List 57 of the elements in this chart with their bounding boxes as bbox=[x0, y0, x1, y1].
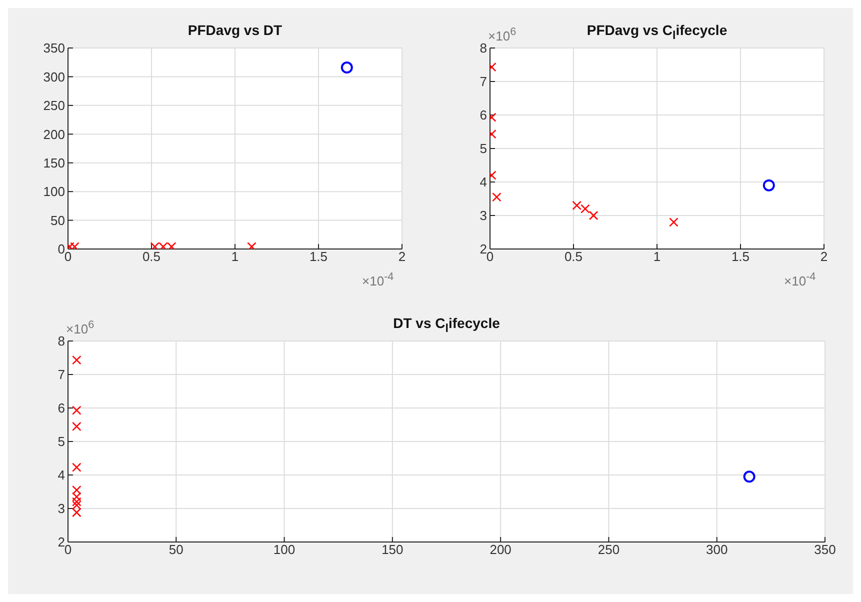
point bbox=[72, 462, 82, 472]
y-tick-label: 100 bbox=[43, 184, 65, 200]
point bbox=[762, 179, 775, 192]
point bbox=[72, 422, 82, 432]
y-tick-label: 6 bbox=[480, 108, 487, 123]
y-axis-title: ×10$^{6}$ bbox=[66, 319, 94, 336]
x-tick-label: 100 bbox=[273, 542, 296, 558]
x-tick-label: 2 bbox=[398, 249, 406, 264]
point bbox=[72, 500, 82, 510]
y-tick-label: 300 bbox=[43, 69, 65, 84]
x-tick-label: 50 bbox=[168, 542, 184, 558]
chart-title: PFDavg vs C$_{l}$ifecycle bbox=[586, 22, 728, 42]
point bbox=[72, 492, 82, 502]
y-tick-label: 150 bbox=[43, 155, 65, 170]
x-tick-label: 350 bbox=[814, 542, 836, 558]
y-tick-label: 4 bbox=[480, 174, 487, 190]
point bbox=[588, 210, 598, 220]
x-tick-label: 1.5 bbox=[309, 249, 328, 264]
x-tick-label: 200 bbox=[490, 542, 512, 558]
x-tick-label: 2 bbox=[820, 249, 828, 264]
point bbox=[72, 406, 82, 415]
point bbox=[669, 218, 678, 227]
point bbox=[580, 204, 590, 214]
y-tick-label: 8 bbox=[58, 334, 65, 349]
point bbox=[72, 355, 82, 365]
point bbox=[492, 192, 502, 202]
x-tick-label: 1 bbox=[653, 249, 661, 264]
y-axis-title: ×10$^{6}$ bbox=[488, 26, 516, 44]
point bbox=[572, 200, 582, 210]
x-axis-title: ×10$^{-4}$ bbox=[784, 271, 816, 288]
y-tick-label: 4 bbox=[58, 468, 65, 483]
y-tick-label: 5 bbox=[58, 434, 65, 450]
chart-title: DT vs C$_{l}$ifecycle bbox=[393, 315, 500, 335]
y-tick-label: 8 bbox=[480, 40, 487, 56]
point bbox=[743, 470, 756, 483]
y-tick-label: 6 bbox=[58, 400, 65, 416]
x-tick-label: 250 bbox=[598, 542, 620, 558]
x-tick-label: 1.5 bbox=[731, 249, 750, 264]
y-tick-label: 50 bbox=[50, 212, 65, 228]
point bbox=[72, 497, 82, 506]
y-tick-label: 3 bbox=[480, 208, 487, 224]
y-tick-label: 7 bbox=[480, 74, 487, 90]
point bbox=[72, 508, 82, 518]
x-axis-title: ×10$^{-4}$ bbox=[362, 271, 394, 288]
x-tick-label: 300 bbox=[706, 542, 728, 558]
point bbox=[72, 485, 82, 495]
y-tick-label: 5 bbox=[480, 141, 487, 156]
x-tick-label: 150 bbox=[382, 542, 404, 558]
chart-title: PFDavg vs DT bbox=[186, 22, 284, 38]
x-tick-label: 0.5 bbox=[142, 249, 161, 264]
x-tick-label: 0.5 bbox=[564, 249, 583, 264]
y-tick-label: 250 bbox=[43, 98, 65, 114]
y-tick-label: 7 bbox=[58, 367, 65, 382]
y-tick-label: 350 bbox=[43, 40, 65, 56]
y-tick-label: 200 bbox=[43, 126, 65, 142]
y-tick-label: 3 bbox=[58, 501, 65, 516]
x-tick-label: 1 bbox=[231, 249, 239, 264]
